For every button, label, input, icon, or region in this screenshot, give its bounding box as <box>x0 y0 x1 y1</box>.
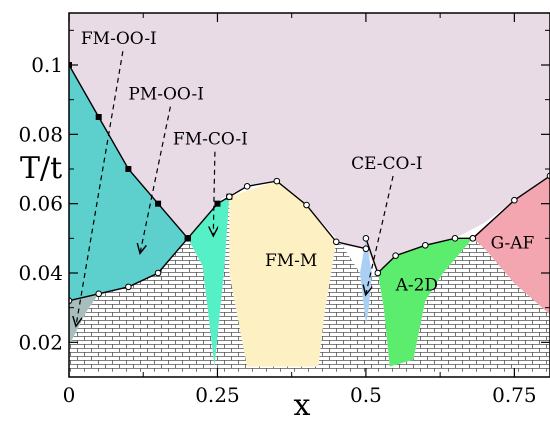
x-tick-label-3: 0.75 <box>492 383 537 407</box>
boundary-point-3-2 <box>273 177 281 185</box>
boundary-point-0-2 <box>125 166 132 172</box>
region-ce-co-i <box>360 238 372 325</box>
region-pm-oo-i <box>69 13 550 273</box>
x-tick-label-2: 0.5 <box>350 383 382 407</box>
annotation-ce-co-i: CE-CO-I <box>351 154 423 174</box>
x-tick-label-1: 0.25 <box>195 383 240 407</box>
annotation-a-2d: A-2D <box>395 275 438 295</box>
boundary-point-4-3 <box>421 241 429 249</box>
boundary-point-3-3 <box>303 201 310 209</box>
y-tick-label-0: 0.02 <box>18 330 63 354</box>
x-axis-label: x <box>294 388 311 421</box>
region-brick-hatched <box>69 196 550 372</box>
annotation-pm-oo-i: PM-OO-I <box>128 85 204 105</box>
boundary-point-3-5 <box>362 245 370 253</box>
region-fm-oo-i-lower <box>69 293 99 346</box>
boundary-point-3-1 <box>243 183 251 190</box>
annotation-fm-oo-i: FM-OO-I <box>81 29 157 49</box>
boundary-line-3 <box>228 180 367 250</box>
plot-area <box>69 13 550 372</box>
annotations: FM-OO-I PM-OO-I FM-CO-I CE-CO-I FM-M A-2D G-AF <box>81 29 535 295</box>
y-tick-label-1: 0.04 <box>18 261 63 285</box>
annotation-arrows <box>76 51 394 325</box>
y-tick-label-2: 0.06 <box>18 192 63 216</box>
phase-regions <box>69 13 550 367</box>
annotation-arrow-3 <box>366 175 394 294</box>
boundary-point-0-3 <box>155 200 162 207</box>
boundary-point-4-2 <box>392 252 399 259</box>
boundary-point-1-3 <box>154 269 162 277</box>
region-fm-oo-i <box>69 65 188 301</box>
boundary-point-5-1 <box>511 196 518 204</box>
annotation-g-af: G-AF <box>491 234 535 254</box>
annotation-arrow-0 <box>76 51 124 325</box>
boundary-markers <box>69 62 550 305</box>
region-fm-m <box>229 181 337 367</box>
region-g-af <box>472 175 550 315</box>
boundary-point-0-1 <box>95 114 102 120</box>
y-tick-label-3: 0.08 <box>18 122 63 146</box>
boundary-point-4-4 <box>451 235 459 242</box>
boundary-point-3-0 <box>226 193 233 201</box>
boundary-point-1-2 <box>125 283 132 291</box>
boundary-point-2-1 <box>214 200 221 207</box>
y-axis-label: T/t <box>20 151 62 186</box>
boundary-point-4-0 <box>362 235 370 242</box>
boundary-point-4-1 <box>374 269 382 277</box>
hatched-region-layer <box>69 196 550 372</box>
plot-frame <box>68 12 550 378</box>
boundary-point-3-4 <box>332 238 340 246</box>
region-fm-co-i <box>187 196 230 367</box>
y-tick-label-4: 0.1 <box>31 53 63 77</box>
boundary-point-2-0 <box>184 235 191 242</box>
boundary-point-5-0 <box>469 235 477 242</box>
annotation-arrow-1 <box>140 106 171 253</box>
annotation-fm-m: FM-M <box>265 251 317 271</box>
axis-ticks: 0 0.25 0.5 0.75 0.02 0.04 0.06 0.08 0.1 <box>18 13 550 407</box>
boundary-point-1-1 <box>95 290 102 298</box>
region-a-2d <box>377 238 473 367</box>
x-tick-label-0: 0 <box>63 383 76 407</box>
annotation-fm-co-i: FM-CO-I <box>173 130 248 150</box>
annotation-arrow-2 <box>213 151 215 235</box>
